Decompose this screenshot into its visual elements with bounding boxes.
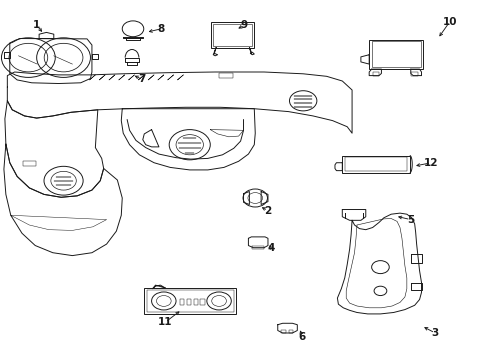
Text: 1: 1 — [33, 20, 40, 30]
Text: 2: 2 — [264, 206, 271, 216]
Bar — [213, 24, 252, 46]
Bar — [372, 72, 379, 76]
Text: 9: 9 — [241, 20, 247, 30]
Bar — [219, 73, 232, 78]
Bar — [200, 299, 204, 305]
Bar — [410, 72, 417, 76]
Bar — [211, 22, 254, 48]
Bar — [344, 157, 407, 171]
Bar — [146, 290, 233, 312]
Bar — [186, 299, 191, 305]
Text: 7: 7 — [138, 74, 145, 84]
Text: 10: 10 — [442, 17, 456, 27]
Bar — [342, 156, 409, 173]
Bar — [144, 288, 236, 314]
Text: 4: 4 — [267, 243, 275, 253]
Bar — [23, 161, 36, 166]
Bar — [193, 299, 198, 305]
Text: 12: 12 — [423, 158, 438, 168]
Text: 8: 8 — [158, 24, 164, 34]
Bar — [288, 330, 293, 333]
Bar — [280, 330, 285, 333]
Bar — [371, 41, 420, 67]
Bar — [180, 299, 184, 305]
Text: 6: 6 — [298, 332, 305, 342]
Text: 11: 11 — [158, 317, 172, 327]
Text: 5: 5 — [407, 215, 413, 225]
Bar — [368, 40, 422, 69]
Text: 3: 3 — [431, 328, 438, 338]
